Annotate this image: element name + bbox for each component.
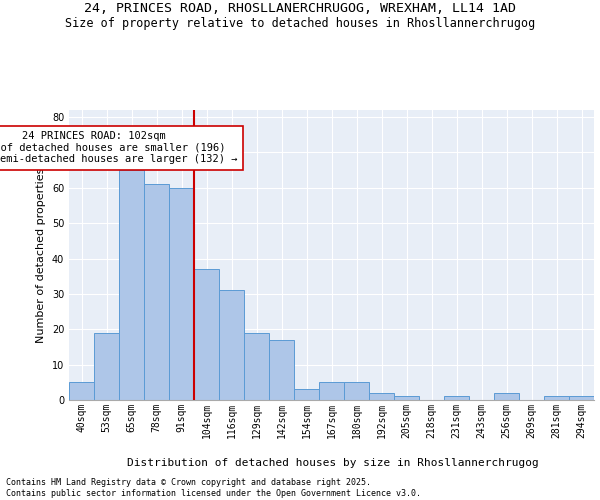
Bar: [319, 382, 344, 400]
Bar: [219, 290, 244, 400]
Y-axis label: Number of detached properties: Number of detached properties: [36, 168, 46, 342]
Bar: [144, 184, 169, 400]
Bar: [569, 396, 594, 400]
Text: Distribution of detached houses by size in Rhosllannerchrugog: Distribution of detached houses by size …: [127, 458, 539, 468]
Bar: [294, 390, 319, 400]
Text: Size of property relative to detached houses in Rhosllannerchrugog: Size of property relative to detached ho…: [65, 18, 535, 30]
Bar: [369, 393, 394, 400]
Bar: [69, 382, 94, 400]
Bar: [494, 393, 519, 400]
Text: Contains HM Land Registry data © Crown copyright and database right 2025.
Contai: Contains HM Land Registry data © Crown c…: [6, 478, 421, 498]
Bar: [444, 396, 469, 400]
Bar: [119, 170, 144, 400]
Text: 24, PRINCES ROAD, RHOSLLANERCHRUGOG, WREXHAM, LL14 1AD: 24, PRINCES ROAD, RHOSLLANERCHRUGOG, WRE…: [84, 2, 516, 16]
Bar: [94, 333, 119, 400]
Bar: [269, 340, 294, 400]
Bar: [344, 382, 369, 400]
Bar: [169, 188, 194, 400]
Text: 24 PRINCES ROAD: 102sqm
← 59% of detached houses are smaller (196)
40% of semi-d: 24 PRINCES ROAD: 102sqm ← 59% of detache…: [0, 131, 238, 164]
Bar: [544, 396, 569, 400]
Bar: [244, 333, 269, 400]
Bar: [394, 396, 419, 400]
Bar: [194, 269, 219, 400]
